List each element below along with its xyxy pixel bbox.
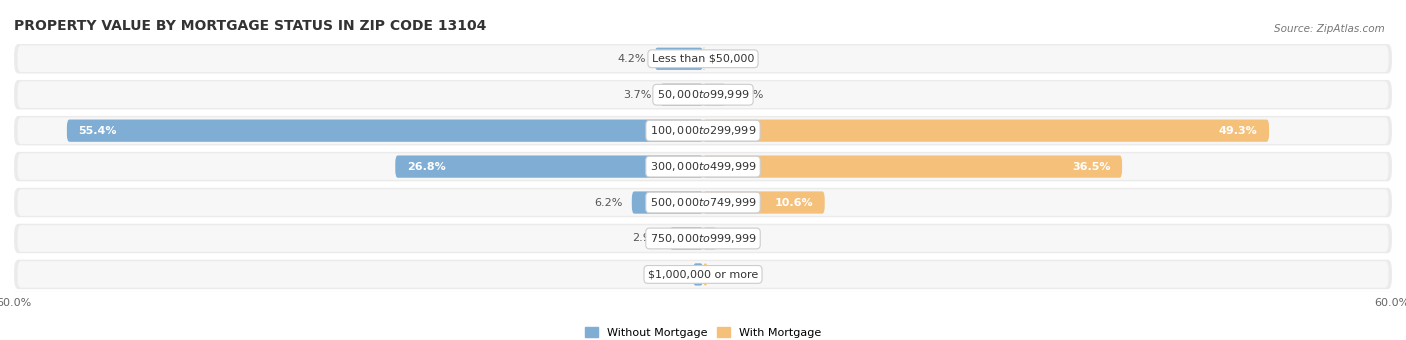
Text: 55.4%: 55.4% — [79, 126, 117, 136]
Text: Source: ZipAtlas.com: Source: ZipAtlas.com — [1274, 24, 1385, 34]
Text: 0.41%: 0.41% — [717, 269, 752, 279]
Text: $500,000 to $749,999: $500,000 to $749,999 — [650, 196, 756, 209]
FancyBboxPatch shape — [14, 80, 1392, 109]
FancyBboxPatch shape — [17, 153, 1389, 180]
FancyBboxPatch shape — [14, 44, 1392, 73]
FancyBboxPatch shape — [669, 227, 703, 250]
FancyBboxPatch shape — [17, 189, 1389, 216]
FancyBboxPatch shape — [703, 263, 707, 286]
FancyBboxPatch shape — [14, 224, 1392, 253]
FancyBboxPatch shape — [17, 46, 1389, 72]
FancyBboxPatch shape — [703, 48, 706, 70]
Text: Less than $50,000: Less than $50,000 — [652, 54, 754, 64]
Text: 2.0%: 2.0% — [735, 90, 763, 100]
FancyBboxPatch shape — [14, 188, 1392, 217]
Text: 49.3%: 49.3% — [1219, 126, 1257, 136]
FancyBboxPatch shape — [655, 48, 703, 70]
Text: 10.6%: 10.6% — [775, 198, 813, 207]
FancyBboxPatch shape — [703, 227, 717, 250]
FancyBboxPatch shape — [14, 116, 1392, 146]
FancyBboxPatch shape — [693, 263, 703, 286]
Text: 0.16%: 0.16% — [714, 54, 749, 64]
FancyBboxPatch shape — [631, 191, 703, 214]
Text: $50,000 to $99,999: $50,000 to $99,999 — [657, 88, 749, 101]
FancyBboxPatch shape — [703, 191, 825, 214]
Legend: Without Mortgage, With Mortgage: Without Mortgage, With Mortgage — [581, 323, 825, 340]
FancyBboxPatch shape — [703, 120, 1270, 142]
Text: $300,000 to $499,999: $300,000 to $499,999 — [650, 160, 756, 173]
FancyBboxPatch shape — [661, 84, 703, 106]
FancyBboxPatch shape — [14, 152, 1392, 181]
Text: 2.9%: 2.9% — [633, 234, 661, 243]
FancyBboxPatch shape — [67, 120, 703, 142]
FancyBboxPatch shape — [17, 117, 1389, 144]
Text: $750,000 to $999,999: $750,000 to $999,999 — [650, 232, 756, 245]
Text: 1.2%: 1.2% — [725, 234, 755, 243]
FancyBboxPatch shape — [14, 260, 1392, 289]
FancyBboxPatch shape — [395, 155, 703, 178]
Text: 4.2%: 4.2% — [617, 54, 645, 64]
FancyBboxPatch shape — [17, 81, 1389, 108]
Text: $100,000 to $299,999: $100,000 to $299,999 — [650, 124, 756, 137]
FancyBboxPatch shape — [703, 155, 1122, 178]
Text: 26.8%: 26.8% — [406, 162, 446, 172]
Text: 0.86%: 0.86% — [648, 269, 683, 279]
Text: 3.7%: 3.7% — [623, 90, 651, 100]
Text: PROPERTY VALUE BY MORTGAGE STATUS IN ZIP CODE 13104: PROPERTY VALUE BY MORTGAGE STATUS IN ZIP… — [14, 19, 486, 33]
Text: $1,000,000 or more: $1,000,000 or more — [648, 269, 758, 279]
FancyBboxPatch shape — [17, 225, 1389, 252]
FancyBboxPatch shape — [17, 261, 1389, 288]
Text: 36.5%: 36.5% — [1073, 162, 1111, 172]
FancyBboxPatch shape — [703, 84, 725, 106]
Text: 6.2%: 6.2% — [595, 198, 623, 207]
